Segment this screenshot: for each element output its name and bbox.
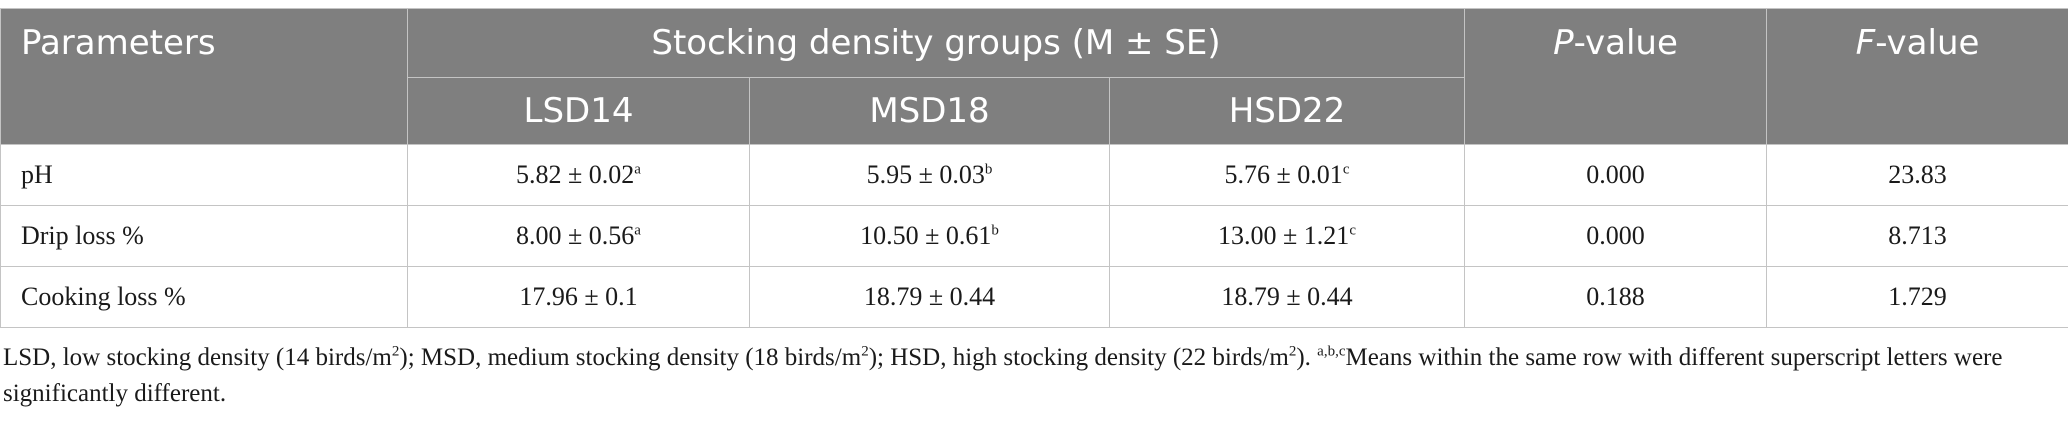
header-row-1: Parameters Stocking density groups (M ± … (0, 8, 2068, 145)
parameter-cell: Cooking loss % (0, 266, 408, 328)
p-value-cell: 0.000 (1464, 205, 1768, 267)
table-row: Drip loss % 8.00 ± 0.56a 10.50 ± 0.61b 1… (0, 205, 2068, 267)
value-cell: 5.76 ± 0.01c (1108, 144, 1466, 206)
header-parameters: Parameters (0, 8, 408, 145)
superscript: b (984, 161, 993, 178)
superscript: a (634, 222, 641, 239)
p-rest: -value (1573, 23, 1678, 63)
f-value-cell: 8.713 (1766, 205, 2068, 267)
f-value-cell: 23.83 (1766, 144, 2068, 206)
value-cell: 17.96 ± 0.1 (407, 266, 750, 328)
value-cell: 5.95 ± 0.03b (749, 144, 1110, 206)
f-value-cell: 1.729 (1766, 266, 2068, 328)
header-p-value: P-value (1464, 8, 1768, 145)
table-footnote: LSD, low stocking density (14 birds/m2);… (3, 343, 2003, 407)
results-table: Parameters Stocking density groups (M ± … (0, 8, 2068, 328)
table-row: Cooking loss % 17.96 ± 0.1 18.79 ± 0.44 … (0, 266, 2068, 328)
p-italic: P (1553, 23, 1574, 63)
header-f-value: F-value (1766, 8, 2068, 145)
table-row: pH 5.82 ± 0.02a 5.95 ± 0.03b 5.76 ± 0.01… (0, 144, 2068, 206)
header-row-2: LSD14 MSD18 HSD22 (1, 77, 2068, 145)
superscript: c (1342, 161, 1350, 178)
value-cell: 18.79 ± 0.44 (1108, 266, 1466, 328)
header-group-hsd22: HSD22 (1108, 77, 1466, 145)
superscript: b (991, 222, 999, 239)
p-value-cell: 0.188 (1464, 266, 1768, 328)
value-cell: 13.00 ± 1.21c (1108, 205, 1466, 267)
parameter-cell: Drip loss % (0, 205, 408, 267)
parameter-cell: pH (0, 144, 408, 206)
f-italic: F (1855, 23, 1876, 63)
p-value-cell: 0.000 (1464, 144, 1768, 206)
value-cell: 8.00 ± 0.56a (407, 205, 750, 267)
value-cell: 5.82 ± 0.02a (407, 144, 750, 206)
superscript: a (634, 161, 641, 178)
header-group-caption: Stocking density groups (M ± SE) (406, 8, 1466, 78)
value-cell: 10.50 ± 0.61b (749, 205, 1110, 267)
value-cell: 18.79 ± 0.44 (749, 266, 1110, 328)
superscript: c (1349, 222, 1356, 239)
f-rest: -value (1875, 23, 1980, 63)
header-group-lsd14: LSD14 (407, 77, 750, 145)
header-group-msd18: MSD18 (749, 77, 1110, 145)
